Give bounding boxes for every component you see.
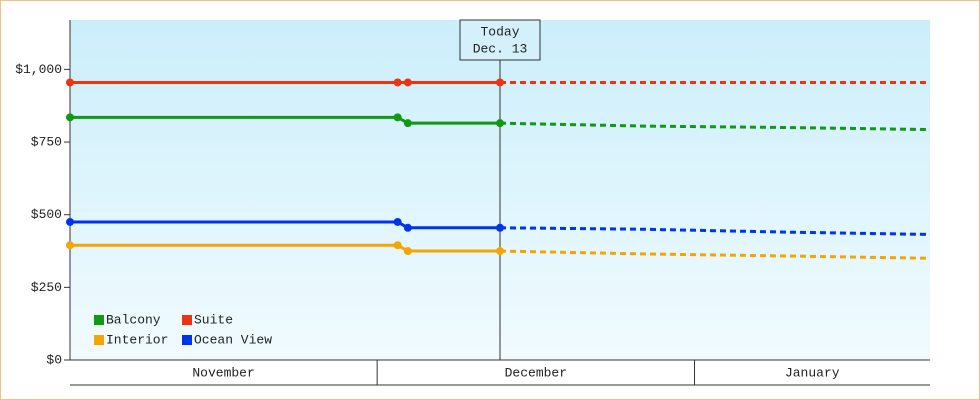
point	[393, 217, 402, 226]
legend-label: Ocean View	[194, 332, 272, 347]
x-tick-label: January	[785, 365, 840, 380]
point	[393, 113, 402, 122]
point	[403, 223, 412, 232]
point	[496, 78, 504, 87]
point	[66, 217, 74, 226]
point	[496, 247, 504, 256]
legend-swatch	[94, 315, 104, 325]
point	[496, 223, 504, 232]
today-label: Today	[480, 24, 519, 39]
point	[66, 241, 74, 250]
x-tick-label: December	[505, 365, 567, 380]
point	[66, 78, 74, 87]
point	[403, 119, 412, 128]
legend-swatch	[182, 335, 192, 345]
series-line	[70, 220, 500, 230]
point	[66, 113, 74, 122]
today-box	[459, 19, 541, 61]
y-tick-label: $0	[46, 352, 62, 367]
forecast-line	[499, 121, 931, 132]
point	[403, 78, 412, 87]
point	[393, 78, 402, 87]
forecast-line	[499, 226, 931, 236]
series-line	[70, 243, 500, 253]
today-label: Dec. 13	[473, 41, 528, 56]
point	[393, 241, 402, 250]
forecast-line	[499, 249, 931, 260]
legend-swatch	[182, 315, 192, 325]
y-tick-label: $500	[31, 207, 62, 222]
series-line	[70, 115, 500, 125]
point	[403, 247, 412, 256]
legend-label: Suite	[194, 312, 233, 327]
y-tick-label: $750	[31, 134, 62, 149]
y-tick-label: $1,000	[15, 62, 62, 77]
legend-swatch	[94, 335, 104, 345]
legend-label: Interior	[106, 332, 168, 347]
point	[496, 119, 504, 128]
x-tick-label: November	[192, 365, 254, 380]
y-tick-label: $250	[31, 280, 62, 295]
legend-label: Balcony	[106, 312, 161, 327]
